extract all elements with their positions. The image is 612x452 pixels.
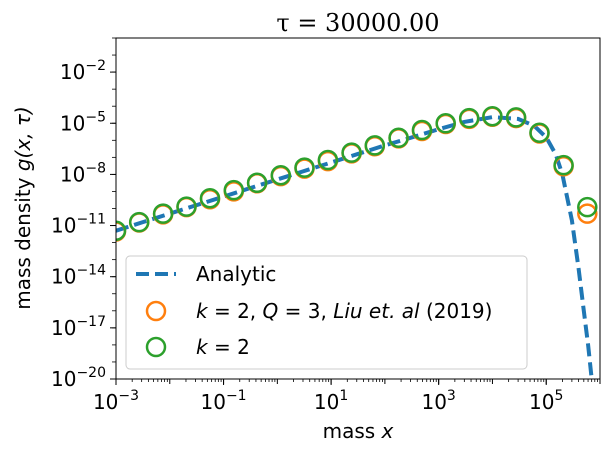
data-point [246, 172, 268, 194]
data-point [577, 196, 598, 218]
data-point [199, 187, 221, 209]
data-point [435, 113, 456, 134]
y-tick-label: 10−8 [60, 160, 106, 186]
y-axis-label-text: mass density [11, 171, 35, 310]
y-tick-label: 10−17 [51, 314, 106, 340]
x-axis-label-text: mass [323, 419, 382, 443]
data-point [128, 211, 150, 233]
x-axis-label: mass x [323, 419, 394, 443]
data-point [529, 122, 550, 143]
data-point [458, 107, 480, 129]
data-point [116, 220, 127, 241]
y-tick-label: 10−11 [51, 212, 106, 238]
series-2-markers [116, 105, 598, 241]
series-layer [116, 105, 598, 379]
x-tick-label: 10−3 [93, 388, 139, 414]
legend-label-k2: k = 2 [196, 335, 250, 359]
x-tick-label: 10−1 [201, 388, 247, 414]
data-point [223, 179, 245, 201]
analytic-line [116, 115, 594, 379]
y-axis-label: mass density g(x, τ) [11, 106, 35, 310]
data-point [553, 154, 574, 176]
legend-frame [125, 255, 528, 370]
chart-title: τ = 30000.00 [276, 9, 439, 37]
data-point [294, 157, 315, 178]
y-tick-label: 10−14 [51, 263, 106, 289]
data-point [482, 105, 503, 127]
data-point [317, 149, 339, 171]
legend-liu-marker [145, 300, 167, 322]
data-point [270, 164, 292, 186]
y-axis-ticks: 10−20 10−17 10−14 10−11 10−8 10−5 10−2 [51, 37, 116, 391]
y-tick-label: 10−2 [60, 58, 106, 84]
data-point [341, 142, 362, 163]
legend-label-liu: k = 2, Q = 3, Liu et. al (2019) [196, 299, 492, 323]
data-point [505, 107, 527, 128]
data-point [364, 135, 386, 156]
data-point [411, 119, 433, 141]
x-tick-label: 103 [421, 388, 455, 414]
legend-label-analytic: Analytic [196, 262, 276, 286]
legend-k2-marker [145, 336, 167, 358]
legend: Analytic k = 2, Q = 3, Liu et. al (2019)… [125, 255, 528, 370]
x-axis-label-var: x [381, 419, 394, 443]
series-1-markers [116, 106, 598, 242]
data-point [152, 203, 174, 224]
x-tick-label: 101 [314, 388, 348, 414]
x-tick-label: 105 [529, 388, 563, 414]
y-tick-label: 10−20 [51, 365, 106, 391]
data-point [176, 196, 197, 217]
y-tick-label: 10−5 [60, 109, 106, 135]
data-point [388, 127, 409, 149]
y-axis-label-fn: g(x, τ) [11, 106, 35, 171]
plot-area [116, 105, 598, 379]
x-axis-ticks: 10−3 10−1 101 103 105 [93, 379, 601, 414]
data-point [577, 203, 598, 224]
